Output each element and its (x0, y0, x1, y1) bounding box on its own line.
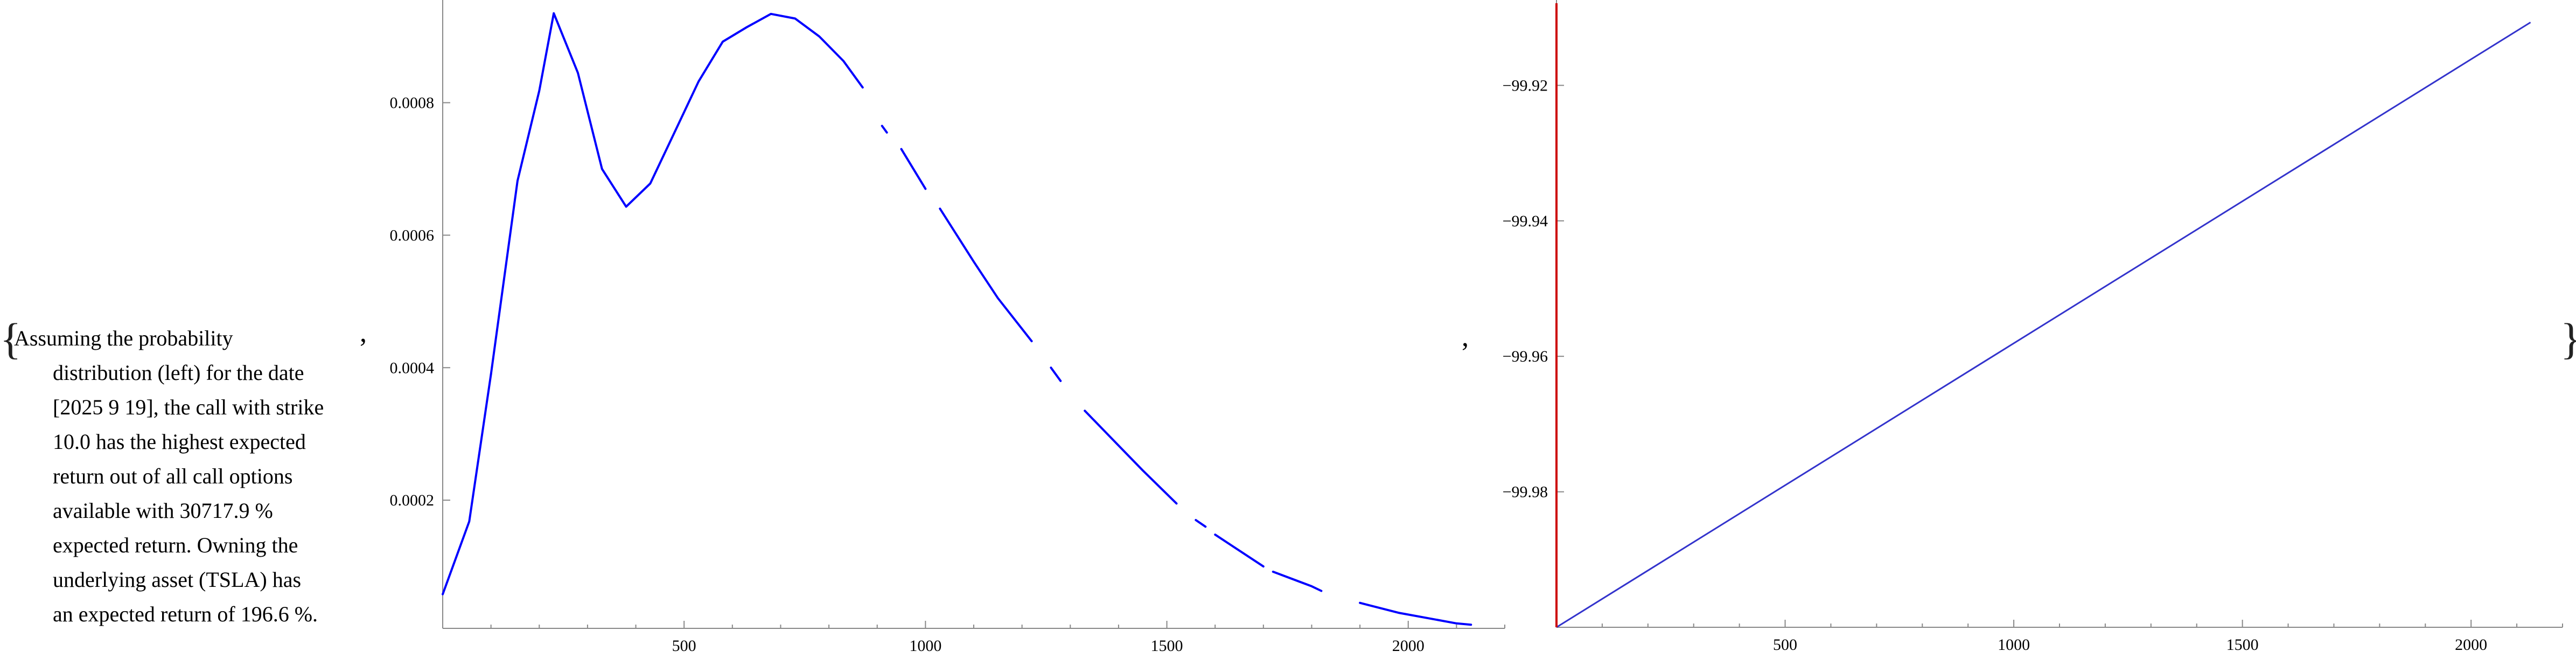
description-line: 10.0 has the highest expected (53, 430, 306, 454)
x-tick-label: 500 (1773, 636, 1797, 654)
x-tick-label: 1000 (1998, 636, 2030, 654)
description-line: available with 30717.9 % (53, 498, 273, 523)
density-line-segment (442, 373, 492, 595)
result-description: Assuming the probability distribution (le… (14, 321, 359, 632)
density-line-segment (1359, 601, 1472, 626)
x-tick-label: 2000 (2455, 636, 2487, 654)
description-line: [2025 9 19], the call with strike (53, 395, 324, 419)
open-brace: { (0, 314, 22, 363)
density-line-segment (1195, 519, 1207, 528)
y-tick-label: 0.0002 (390, 491, 435, 509)
close-brace: } (2560, 317, 2576, 361)
y-tick-label: 0.0006 (390, 226, 435, 244)
x-tick-label: 500 (672, 637, 696, 655)
separator-comma: , (360, 317, 367, 348)
description-line: underlying asset (TSLA) has (53, 567, 302, 592)
description-line: expected return. Owning the (53, 533, 298, 557)
density-line-segment (1084, 410, 1178, 505)
x-tick-label: 1000 (909, 637, 941, 655)
x-tick-label: 1500 (2226, 636, 2259, 654)
description-line: an expected return of 196.6 %. (53, 602, 318, 626)
y-tick-label: −99.96 (1503, 348, 1548, 365)
y-tick-label: 0.0004 (390, 359, 435, 377)
description-line: Assuming the probability (14, 326, 233, 350)
density-line-segment (1214, 534, 1265, 568)
density-line-segment (1050, 366, 1062, 382)
y-tick-label: 0.0008 (390, 94, 435, 112)
density-line-segment (939, 207, 1033, 343)
density-line-segment (1272, 570, 1323, 592)
x-tick-label: 1500 (1151, 637, 1183, 655)
y-tick-label: −99.98 (1503, 483, 1548, 501)
density-line-segment (881, 124, 888, 134)
density-line-segment (900, 148, 927, 190)
density-line-segment (490, 12, 864, 376)
description-line: distribution (left) for the date (53, 361, 304, 385)
y-tick-label: −99.92 (1503, 77, 1548, 94)
separator-comma: , (1462, 322, 1469, 352)
x-tick-label: 2000 (1392, 637, 1425, 655)
expected-return-line (1556, 22, 2531, 628)
description-line: return out of all call options (53, 464, 293, 488)
y-tick-label: −99.94 (1503, 212, 1548, 230)
